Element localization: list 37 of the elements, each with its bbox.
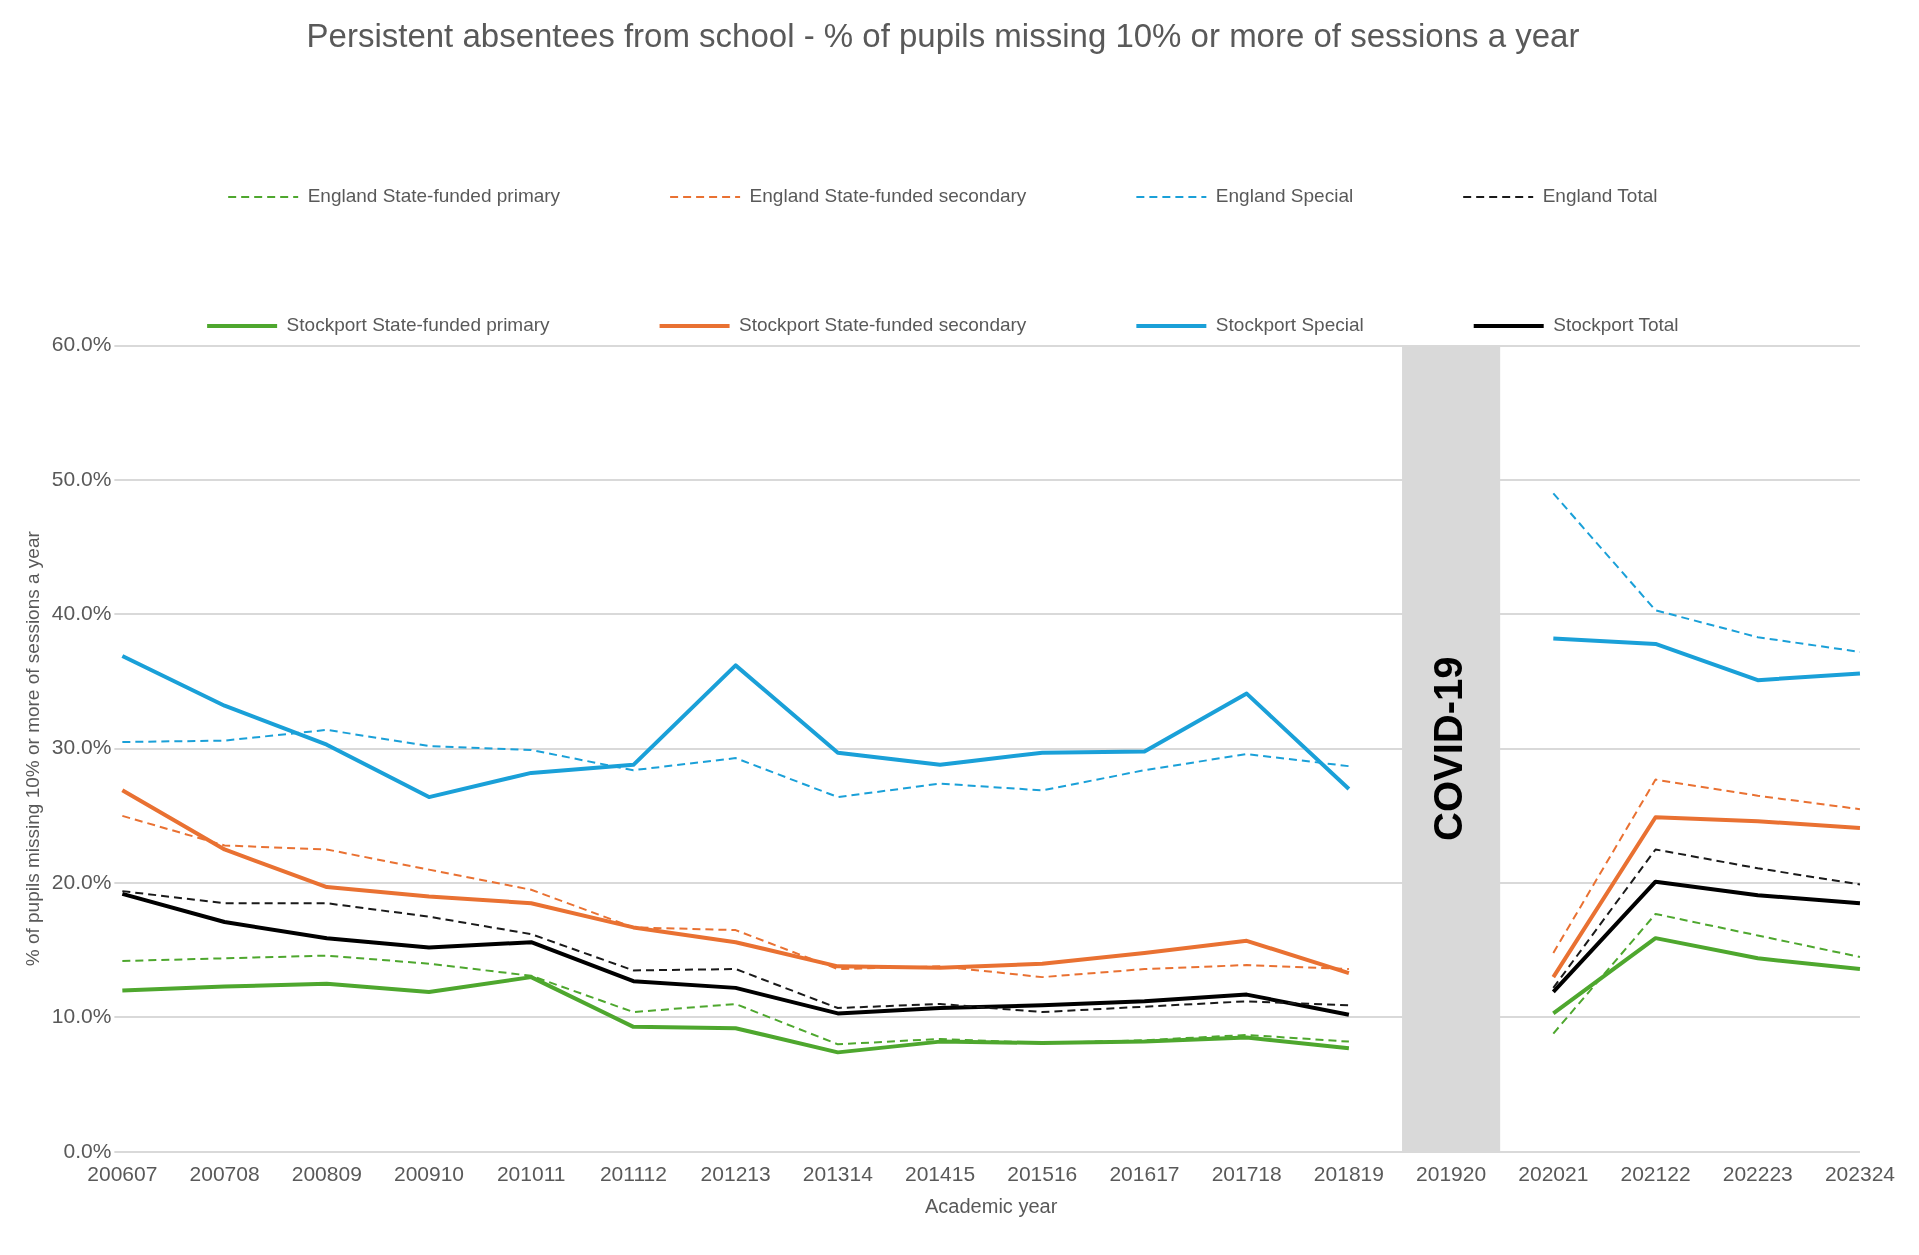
x-tick-label: 202223 xyxy=(1722,1162,1793,1186)
x-tick-label: 202021 xyxy=(1518,1162,1589,1186)
x-tick-label: 200607 xyxy=(87,1162,158,1186)
x-tick-label: 201516 xyxy=(1007,1162,1078,1186)
legend-label: Stockport State-funded primary xyxy=(286,314,551,336)
legend-label: Stockport State-funded secondary xyxy=(739,314,1027,336)
x-tick-label: 201718 xyxy=(1211,1162,1282,1186)
legend-label: England Total xyxy=(1542,185,1658,207)
y-axis-title: % of pupils missing 10% or more of sessions a year xyxy=(21,530,43,967)
legend-label: Stockport Total xyxy=(1553,314,1679,336)
x-tick-label: 200910 xyxy=(393,1162,465,1186)
legend-label: England State-funded primary xyxy=(307,185,561,207)
chart-title: Persistent absentees from school - % of pupils missing 10% or more of sessions a year xyxy=(306,16,1580,54)
x-tick-label: 201819 xyxy=(1313,1162,1384,1186)
legend-label: Stockport Special xyxy=(1215,314,1364,336)
y-tick-label: 30.0% xyxy=(51,735,112,759)
x-tick-label: 201920 xyxy=(1416,1162,1487,1186)
y-tick-label: 60.0% xyxy=(51,332,112,356)
x-tick-label: 201415 xyxy=(905,1162,976,1186)
x-tick-label: 201213 xyxy=(700,1162,771,1186)
x-axis-title: Academic year xyxy=(925,1194,1058,1217)
x-tick-label: 200809 xyxy=(291,1162,362,1186)
y-tick-label: 0.0% xyxy=(63,1138,112,1162)
x-tick-label: 202324 xyxy=(1824,1162,1896,1186)
legend-label: England State-funded secondary xyxy=(749,185,1027,207)
x-tick-label: 202122 xyxy=(1620,1162,1691,1186)
y-tick-label: 20.0% xyxy=(51,869,112,893)
x-tick-label: 201112 xyxy=(599,1162,667,1186)
y-tick-label: 10.0% xyxy=(51,1004,112,1028)
x-tick-label: 201314 xyxy=(802,1162,874,1186)
y-tick-label: 50.0% xyxy=(51,466,112,490)
y-tick-label: 40.0% xyxy=(51,601,112,625)
x-tick-label: 201011 xyxy=(496,1162,566,1186)
x-tick-label: 201617 xyxy=(1109,1162,1180,1186)
band-label: COVID-19 xyxy=(1426,656,1471,841)
x-tick-label: 200708 xyxy=(189,1162,260,1186)
legend-label: England Special xyxy=(1215,185,1354,207)
